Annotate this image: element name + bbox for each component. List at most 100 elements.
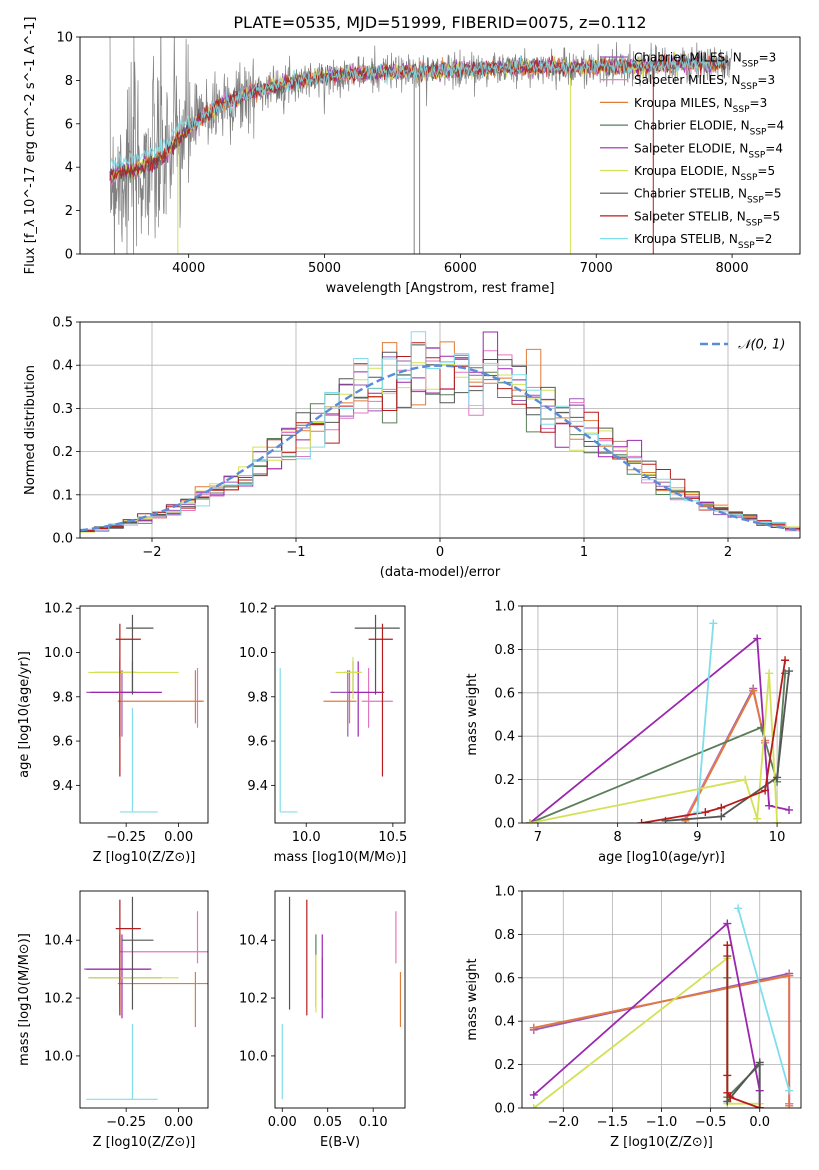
y-tick-label: 0.2 — [494, 1058, 515, 1073]
plot-area — [281, 896, 402, 1100]
y-tick-label: 0.0 — [494, 817, 515, 832]
x-tick-label: 0.10 — [359, 1115, 388, 1130]
y-tick-label: 10.2 — [239, 602, 268, 617]
x-tick-label: 0.00 — [164, 1115, 193, 1130]
weight-line-4 — [533, 921, 761, 1108]
x-tick-label: 0 — [436, 545, 444, 560]
weight-marker — [723, 1097, 732, 1106]
x-tick-label: −2.0 — [547, 1115, 579, 1130]
plot-area — [109, 37, 733, 254]
y-axis-label: mass weight — [465, 958, 480, 1040]
x-tick-label: −0.5 — [695, 1115, 727, 1130]
weight-marker — [726, 1093, 735, 1102]
x-tick-label: 8000 — [716, 261, 749, 276]
weight-marker — [755, 1104, 764, 1108]
x-axis-label: Z [log10(Z/Z⊙)] — [93, 850, 196, 865]
legend-entry: Salpeter MILES, NSSP=3 — [634, 73, 775, 92]
weight-marker — [709, 619, 718, 628]
chart-weight-vs-Z: −2.0 −1.5 −1.0 −0.5 0.0 0.0 0.2 0.4 0.6 0.8 1.0 Z [… — [465, 885, 802, 1150]
x-axis-label: (data-model)/error — [380, 565, 501, 580]
legend-entry: Kroupa MILES, NSSP=3 — [634, 96, 767, 115]
plot-area — [80, 331, 800, 533]
figure-title: PLATE=0535, MJD=51999, FIBERID=0075, z=0… — [233, 13, 646, 32]
y-tick-label: 9.4 — [52, 779, 73, 794]
weight-marker — [717, 803, 726, 812]
y-tick-label: 1.0 — [494, 885, 515, 900]
y-tick-label: 10.2 — [44, 602, 73, 617]
y-tick-label: 0.2 — [52, 445, 73, 460]
weight-line-3 — [726, 977, 761, 1108]
y-tick-label: 0.3 — [52, 402, 73, 417]
weight-marker — [529, 1023, 538, 1032]
y-axis-label: age [log10(age/yr)] — [17, 651, 32, 778]
weight-marker — [749, 686, 758, 695]
y-tick-label: 10.0 — [44, 646, 73, 661]
weight-marker — [701, 808, 710, 817]
axes-frame — [79, 36, 801, 255]
x-tick-label: 7000 — [580, 261, 613, 276]
x-tick-label: 10 — [769, 830, 786, 845]
x-tick-label: −0.25 — [106, 830, 146, 845]
legend-entry: Salpeter STELIB, NSSP=5 — [634, 209, 780, 228]
x-tick-label: 0.0 — [749, 1115, 770, 1130]
plot-area — [529, 904, 794, 1108]
weight-marker — [693, 808, 702, 817]
axes-frame — [79, 890, 209, 1109]
model-spectrum-8 — [109, 55, 726, 171]
x-tick-label: 10.0 — [292, 830, 321, 845]
axes-frame — [274, 890, 406, 1109]
y-tick-label: 10.4 — [239, 934, 268, 949]
y-tick-label: 0.6 — [494, 971, 515, 986]
model-spectrum-7 — [109, 54, 726, 181]
y-tick-label: 0.5 — [52, 316, 73, 331]
x-tick-label: 9 — [693, 830, 701, 845]
plot-area — [84, 896, 208, 1100]
x-axis-label: wavelength [Angstrom, rest frame] — [326, 281, 555, 296]
y-tick-label: 10.2 — [239, 992, 268, 1007]
x-tick-label: −1.5 — [597, 1115, 629, 1130]
weight-marker — [723, 1088, 732, 1097]
x-axis-label: mass [log10(M/M⊙)] — [274, 850, 407, 865]
axes-frame — [521, 605, 802, 824]
x-tick-label: 1 — [580, 545, 588, 560]
x-tick-label: −1 — [286, 545, 305, 560]
y-tick-label: 0.4 — [494, 730, 515, 745]
y-tick-label: 10.0 — [239, 1049, 268, 1064]
weight-marker — [765, 801, 774, 810]
y-tick-label: 9.8 — [52, 690, 73, 705]
x-tick-label: 10.5 — [378, 830, 407, 845]
x-tick-label: 6000 — [444, 261, 477, 276]
y-tick-label: 9.6 — [52, 735, 73, 750]
y-tick-label: 1.0 — [494, 600, 515, 615]
weight-marker — [753, 814, 762, 823]
axes-frame — [274, 605, 406, 824]
axes-frame — [79, 321, 801, 539]
y-tick-label: 9.8 — [247, 690, 268, 705]
weight-line-4 — [529, 636, 790, 823]
y-axis-label: mass [log10(M/M⊙)] — [17, 933, 32, 1066]
y-tick-label: 4 — [65, 161, 73, 176]
y-tick-label: 0.8 — [494, 643, 515, 658]
chart-age-vs-mass: 10.0 10.5 9.4 9.6 9.8 10.0 10.2 mass [log10(M/M… — [239, 602, 407, 865]
legend-entry: Chabrier ELODIE, NSSP=4 — [634, 119, 784, 138]
weight-marker — [785, 1101, 794, 1108]
x-axis-label: Z [log10(Z/Z⊙)] — [93, 1135, 196, 1150]
weight-marker — [755, 1058, 764, 1067]
plot-area — [525, 619, 794, 823]
chart-mass-vs-Z: −0.25 0.00 10.0 10.2 10.4 Z [log10(Z/Z⊙)] mass… — [17, 890, 209, 1150]
weight-marker — [723, 941, 732, 950]
weight-line-8 — [696, 623, 715, 813]
plot-area — [86, 614, 204, 813]
axes-frame — [79, 605, 209, 824]
normal-reference-curve — [80, 364, 800, 532]
legend-entry: 𝒩(0, 1) — [738, 338, 785, 353]
x-tick-label: −0.25 — [106, 1115, 146, 1130]
y-axis-label: Normed distribution — [23, 365, 38, 495]
weight-marker — [765, 669, 774, 678]
y-tick-label: 6 — [65, 117, 73, 132]
chart-residuals: −2 −1 0 1 2 0.0 0.1 0.2 0.3 0.4 0.5 (data-model)/er… — [23, 316, 801, 580]
axes-frame — [521, 890, 802, 1109]
y-tick-label: 0.8 — [494, 928, 515, 943]
weight-marker — [525, 819, 534, 823]
